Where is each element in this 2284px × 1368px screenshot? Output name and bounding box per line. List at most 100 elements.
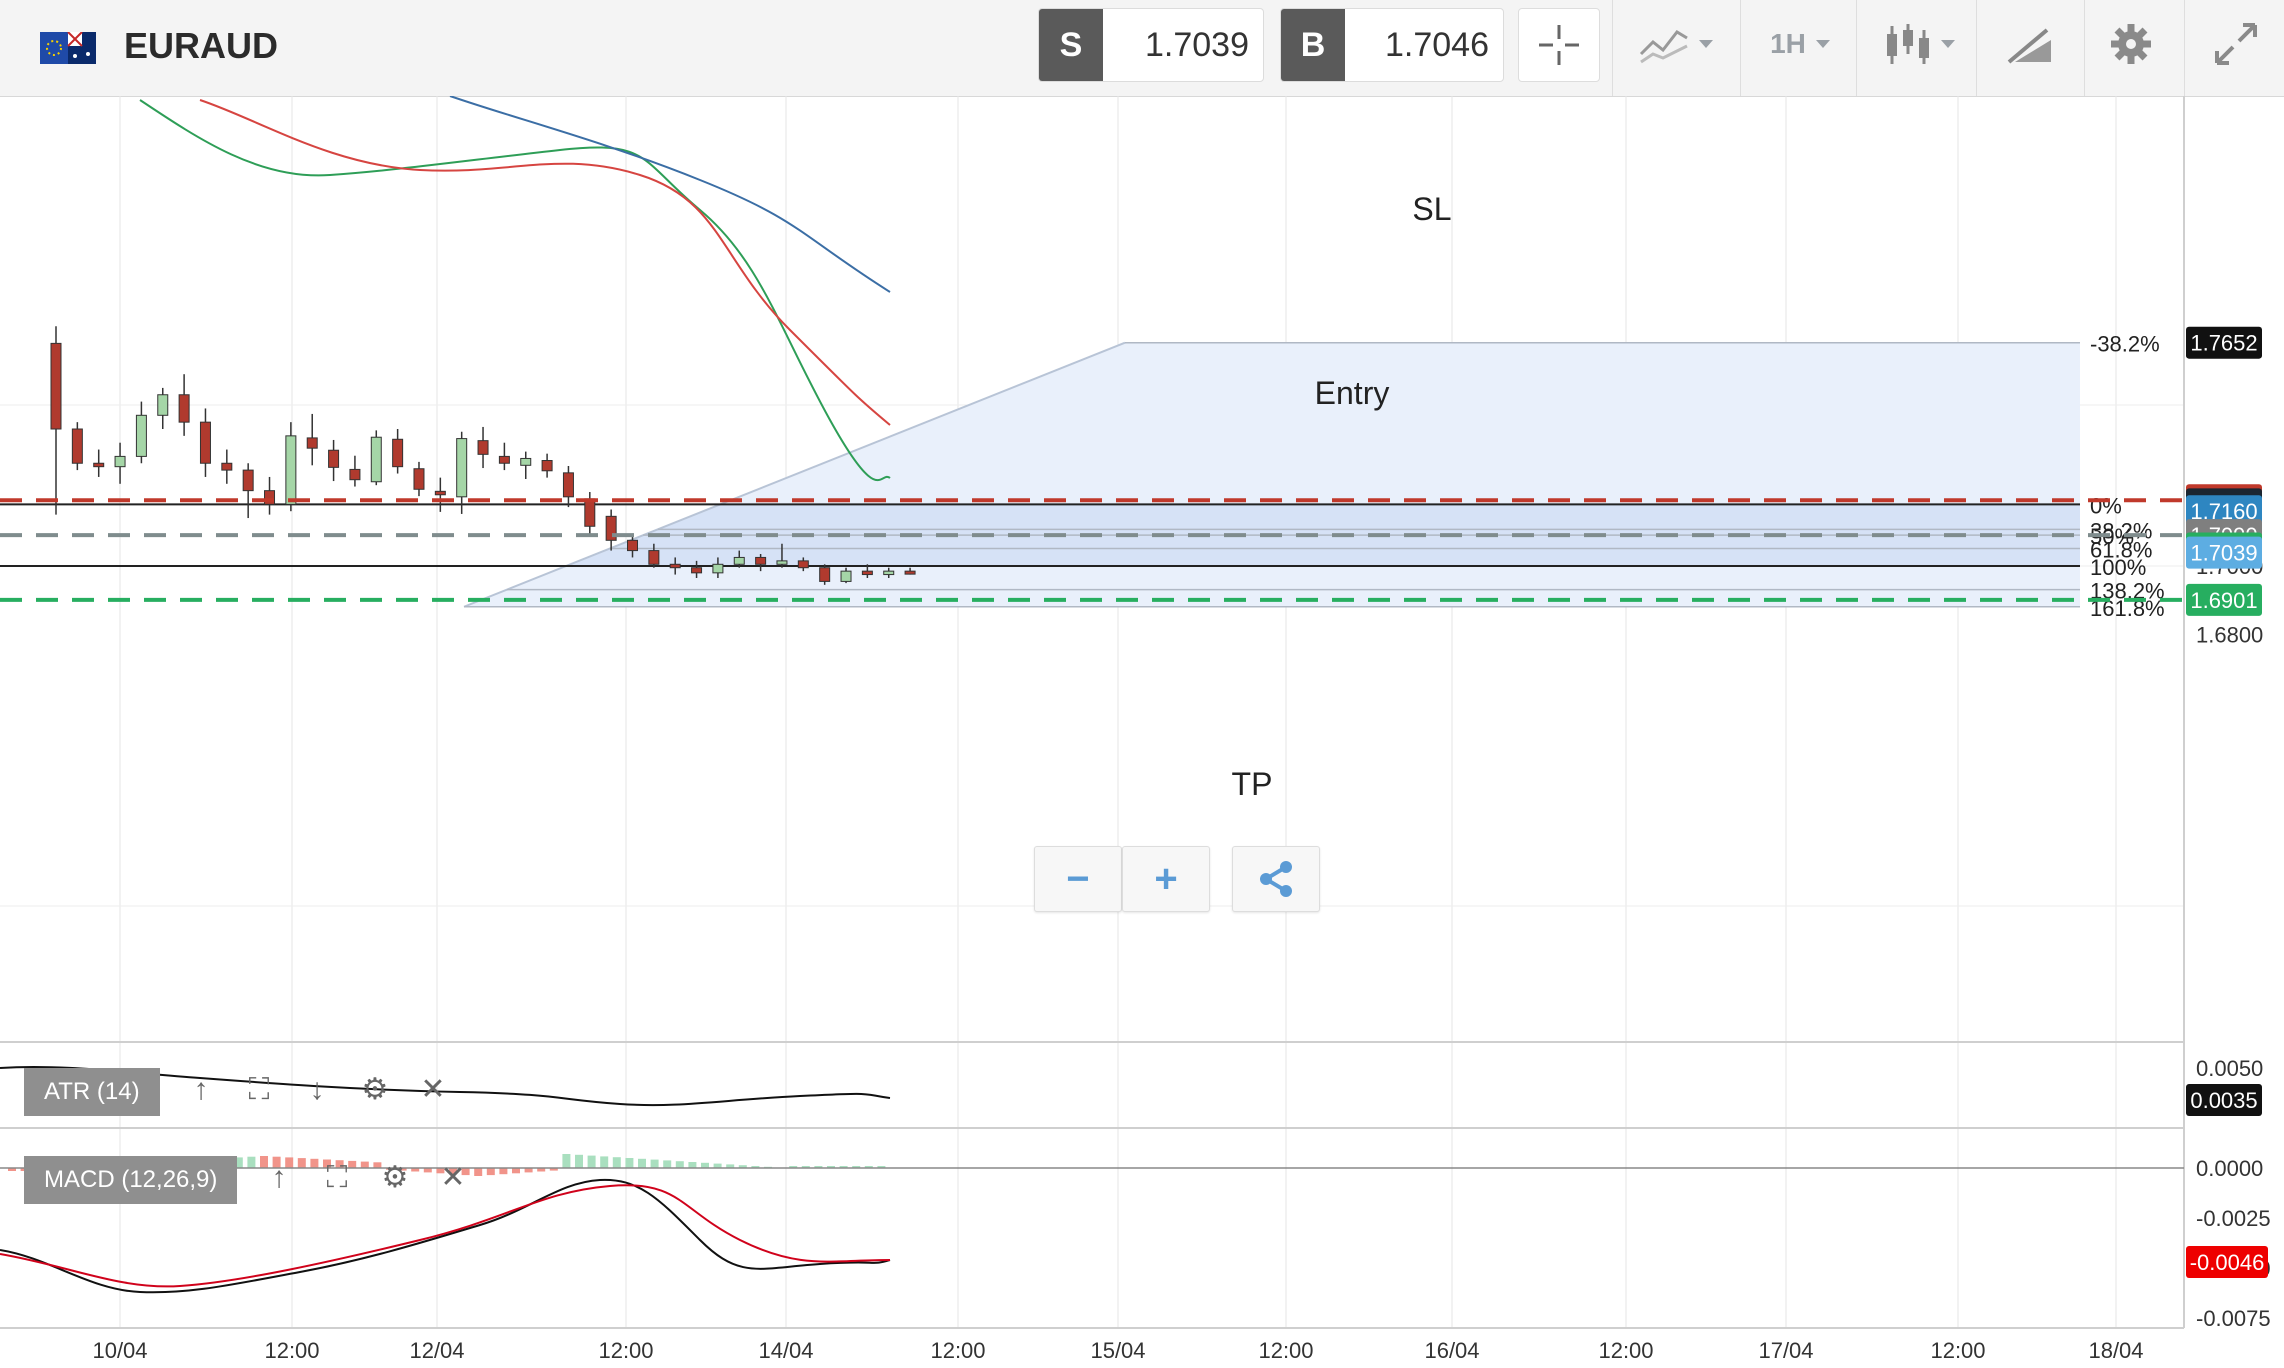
buy-button[interactable]: B 1.7046 <box>1280 8 1504 82</box>
crosshair-button[interactable] <box>1518 8 1600 82</box>
candle-body <box>178 394 190 423</box>
atr-axis-tick: 0.0050 <box>2196 1056 2263 1081</box>
moving-averages <box>139 96 891 482</box>
candle-body <box>498 455 510 464</box>
macd-histogram-bar <box>524 1168 533 1173</box>
fullscreen-button[interactable] <box>2196 8 2276 80</box>
line-chart-icon <box>1639 30 1688 64</box>
macd-axis-tick: -0.0075 <box>2196 1306 2271 1331</box>
close-icon[interactable]: ✕ <box>420 1073 446 1106</box>
macd-histogram-bar <box>436 1168 445 1174</box>
atr-line <box>0 1065 891 1107</box>
time-tick: 15/04 <box>1090 1338 1145 1363</box>
macd-histogram-bar <box>423 1168 432 1173</box>
candlestick-icon <box>1887 24 1929 64</box>
price-axis: 1.70001.68001.76521.71921.71801.71601.70… <box>2186 326 2263 648</box>
candle-style-button[interactable] <box>1868 8 1968 80</box>
crosshair-icon <box>1539 25 1579 65</box>
macd-histogram-bar <box>713 1163 722 1168</box>
candle-body <box>50 342 62 430</box>
move-up-icon[interactable]: ↑ <box>271 1160 287 1194</box>
macd-histogram-bar <box>562 1154 571 1168</box>
atr-label[interactable]: ATR (14) <box>24 1068 160 1116</box>
macd-histogram-bar <box>738 1165 747 1168</box>
macd-histogram-bar <box>512 1168 520 1174</box>
candle-body <box>883 570 895 576</box>
macd-histogram-bar <box>486 1168 495 1176</box>
time-tick: 12:00 <box>1258 1338 1313 1363</box>
macd-line <box>0 1178 891 1294</box>
close-icon[interactable]: ✕ <box>440 1161 466 1194</box>
candle-body <box>71 428 83 464</box>
price-chart[interactable]: -38.2%0%38.2%50%61.8%100%138.2%161.8% 0.… <box>0 96 2284 1368</box>
timeframe-select[interactable]: 1H <box>1752 8 1848 80</box>
macd-histogram-bar <box>297 1158 306 1168</box>
macd-histogram-bar <box>650 1159 659 1168</box>
sell-tag: S <box>1039 9 1103 81</box>
macd-value-tag: -0.0046 <box>2186 1246 2268 1278</box>
symbol-title[interactable]: EURAUD <box>124 25 279 66</box>
macd-histogram-bar <box>474 1168 483 1176</box>
settings-button[interactable] <box>2096 8 2166 80</box>
drawing-tools-button[interactable] <box>1990 8 2070 80</box>
time-axis: 10/04 12:00 12/04 12:00 14/04 12:00 15/04 12:00… <box>92 1338 2143 1363</box>
macd-histogram-bar <box>801 1166 810 1168</box>
candle-body <box>776 560 788 565</box>
candle-body <box>840 570 852 582</box>
share-button[interactable] <box>1232 846 1320 912</box>
indicator-panels: 0.00500.00350.0000-0.0025-0.0050-0.0075-… <box>0 1056 2271 1331</box>
macd-histogram-bar <box>814 1166 823 1168</box>
gear-icon[interactable]: ⚙ <box>381 1161 409 1194</box>
chart-grid <box>0 96 2185 1329</box>
candle-body <box>562 472 574 498</box>
gear-icon[interactable]: ⚙ <box>361 1073 389 1106</box>
zoom-in-button[interactable]: + <box>1122 846 1210 912</box>
zoom-out-button[interactable]: − <box>1034 846 1122 912</box>
chart-type-button[interactable] <box>1626 8 1726 80</box>
time-tick: 17/04 <box>1758 1338 1813 1363</box>
buy-tag: B <box>1281 9 1345 81</box>
candle-body <box>904 570 916 575</box>
macd-histogram-bar <box>360 1161 369 1168</box>
candle-body <box>755 556 767 565</box>
sell-button[interactable]: S 1.7039 <box>1038 8 1264 82</box>
macd-label[interactable]: MACD (12,26,9) <box>24 1156 238 1204</box>
move-down-icon[interactable]: ↓ <box>309 1072 325 1106</box>
buy-price: 1.7046 <box>1385 26 1489 64</box>
candle-body <box>264 490 276 505</box>
candle-body <box>712 563 724 574</box>
maximize-icon[interactable]: ⛶ <box>248 1072 270 1106</box>
candle-body <box>520 457 532 466</box>
candle-body <box>648 550 660 565</box>
fib-level-label: 100% <box>2090 555 2146 580</box>
macd-histogram-bar <box>751 1166 760 1168</box>
macd-histogram-bar <box>8 1168 16 1171</box>
candle-body <box>819 567 831 582</box>
time-tick: 12:00 <box>1930 1338 1985 1363</box>
time-tick: 14/04 <box>758 1338 813 1363</box>
candle-body <box>199 421 211 464</box>
time-tick: 12/04 <box>409 1338 464 1363</box>
candle-body <box>370 436 382 483</box>
ma-slow <box>449 96 891 293</box>
sell-price: 1.7039 <box>1145 26 1249 64</box>
macd-signal-line <box>0 1184 891 1288</box>
candle-body <box>392 438 404 468</box>
maximize-icon[interactable]: ⛶ <box>326 1160 348 1194</box>
macd-histogram-bar <box>323 1159 331 1168</box>
svg-text:0.0035: 0.0035 <box>2190 1088 2257 1113</box>
macd-histogram-bar <box>612 1157 621 1168</box>
candle-body <box>306 437 318 449</box>
drawing-icon <box>2007 28 2051 64</box>
macd-histogram-bar <box>852 1166 861 1168</box>
chevron-down-icon <box>1699 40 1713 48</box>
move-up-icon[interactable]: ↑ <box>193 1072 209 1106</box>
macd-histogram-bar <box>285 1157 294 1168</box>
time-tick: 16/04 <box>1424 1338 1479 1363</box>
macd-histogram-bar <box>587 1155 596 1168</box>
candle-body <box>861 570 873 576</box>
price-tag-text: 1.7039 <box>2190 541 2257 566</box>
chevron-down-icon <box>1941 40 1955 48</box>
fib-level-label: -38.2% <box>2090 332 2160 357</box>
candle-body <box>584 498 596 527</box>
